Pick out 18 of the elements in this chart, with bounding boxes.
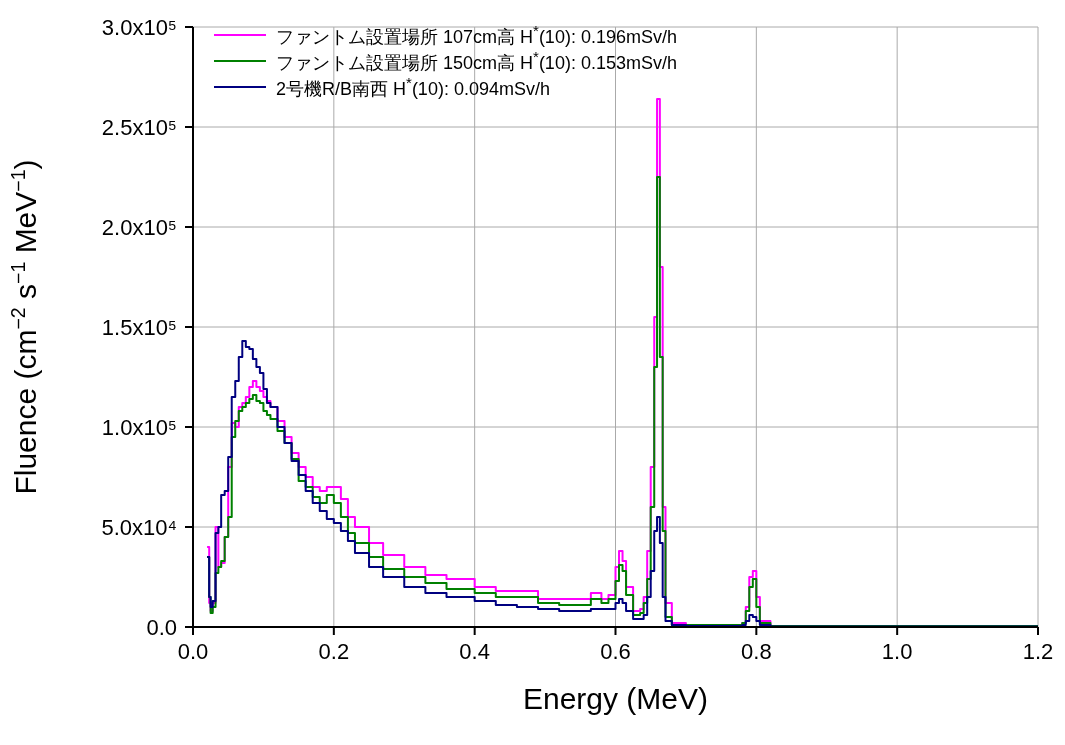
x-tick-label: 0.2: [318, 639, 350, 664]
x-tick-label: 1.0: [881, 639, 913, 664]
legend-label: ファントム設置場所 150cm高 H$^{*}$(10): 0.153mSv/h: [276, 47, 677, 75]
x-tick-label: 0.4: [459, 639, 490, 664]
x-tick-label: 1.2: [1022, 639, 1054, 664]
x-tick-label: 0.6: [600, 639, 631, 664]
legend-label: 2号機R/B南西 H$^{*}$(10): 0.094mSv/h: [276, 73, 550, 101]
x-tick-label: 0.8: [741, 639, 772, 664]
y-tick-label: 3.0x10⁵: [101, 15, 177, 40]
x-tick-label: 0.0: [177, 639, 209, 664]
y-tick-label: 0.0: [146, 615, 177, 640]
x-axis-title: Energy (MeV): [522, 682, 709, 715]
y-tick-label: 5.0x10⁴: [101, 515, 177, 540]
y-tick-label: 1.0x10⁵: [101, 415, 177, 440]
y-tick-label: 2.0x10⁵: [101, 215, 177, 240]
y-tick-label: 1.5x10⁵: [101, 315, 177, 340]
y-tick-label: 2.5x10⁵: [101, 115, 177, 140]
legend-label: ファントム設置場所 107cm高 H$^{*}$(10): 0.196mSv/h: [276, 21, 677, 49]
